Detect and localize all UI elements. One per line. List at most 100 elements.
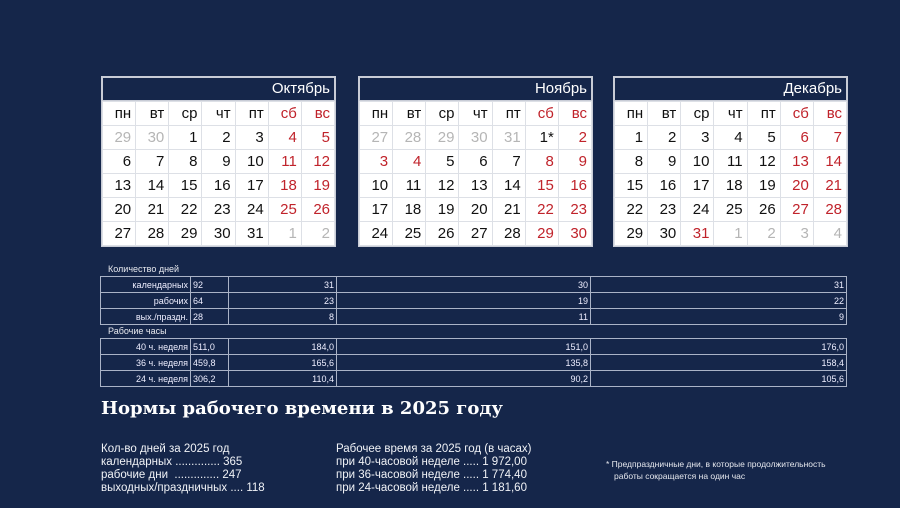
month-title: Ноябрь <box>359 77 592 101</box>
day-cell: 1* <box>524 125 559 150</box>
day-cell: 24 <box>234 197 269 222</box>
summary-hours-line: Рабочее время за 2025 год (в часах) <box>336 443 532 455</box>
row-total: 64 <box>190 292 229 309</box>
summary-days: Кол-во дней за 2025 год календарных .....… <box>101 430 265 495</box>
weekday-header: вс <box>300 101 336 126</box>
day-cell: 5 <box>746 125 781 150</box>
weekday-header: пн <box>101 101 137 126</box>
week-row: 6 7 8 9 10 11 12 <box>101 149 336 174</box>
summary-days-line: Кол-во дней за 2025 год <box>101 443 230 455</box>
day-cell: 24 <box>680 197 715 222</box>
weekday-header: пт <box>234 101 269 126</box>
day-cell: 3 <box>234 125 269 150</box>
day-cell: 29 <box>524 221 559 246</box>
table-row: 36 ч. неделя 459,8 165,6 135,8 158,4 <box>100 354 847 371</box>
weekday-header: вт <box>135 101 170 126</box>
month-value: 135,8 <box>336 354 591 371</box>
week-row: 29 30 31 1 2 3 4 <box>613 221 848 246</box>
day-cell: 26 <box>300 197 336 222</box>
week-row: 20 21 22 23 24 25 26 <box>101 197 336 222</box>
day-cell: 17 <box>358 197 394 222</box>
day-cell: 4 <box>812 221 848 246</box>
day-cell: 9 <box>647 149 682 174</box>
weekday-header: пт <box>491 101 526 126</box>
days-table: календарных 92 31 30 31 рабочих 64 23 19 22 вых./п… <box>100 276 847 325</box>
week-row: 10 11 12 13 14 15 16 <box>358 173 593 198</box>
row-label: календарных <box>100 276 191 293</box>
month-value: 31 <box>228 276 337 293</box>
day-cell: 22 <box>613 197 649 222</box>
day-cell: 14 <box>135 173 170 198</box>
day-cell: 19 <box>300 173 336 198</box>
weekday-header: ср <box>680 101 715 126</box>
weekday-header: сб <box>779 101 814 126</box>
day-cell: 7 <box>491 149 526 174</box>
day-cell: 2 <box>300 221 336 246</box>
footnote-line: * Предпраздничные дни, в которые продолж… <box>606 459 826 469</box>
day-cell: 10 <box>234 149 269 174</box>
day-cell: 28 <box>491 221 526 246</box>
row-total: 459,8 <box>190 354 229 371</box>
day-cell: 1 <box>267 221 302 246</box>
weekday-header: вс <box>557 101 593 126</box>
weekday-header: пн <box>358 101 394 126</box>
day-cell: 29 <box>613 221 649 246</box>
week-row: 8 9 10 11 12 13 14 <box>613 149 848 174</box>
day-cell: 23 <box>201 197 236 222</box>
day-cell: 31 <box>680 221 715 246</box>
day-cell: 16 <box>647 173 682 198</box>
day-cell: 27 <box>458 221 493 246</box>
weekday-header: ср <box>168 101 203 126</box>
day-cell: 18 <box>392 197 427 222</box>
month-title: Октябрь <box>102 77 335 101</box>
weekday-header: сб <box>267 101 302 126</box>
day-cell: 4 <box>713 125 748 150</box>
day-cell: 20 <box>779 173 814 198</box>
day-cell: 20 <box>101 197 137 222</box>
day-cell: 31 <box>234 221 269 246</box>
day-cell: 29 <box>425 125 460 150</box>
day-cell: 27 <box>101 221 137 246</box>
month-value: 8 <box>228 308 337 325</box>
day-cell: 12 <box>746 149 781 174</box>
month-title: Декабрь <box>614 77 847 101</box>
summary-hours-line: при 24-часовой неделе ..... 1 181,60 <box>336 482 527 494</box>
hours-section-title: Рабочие часы <box>108 326 167 336</box>
row-total: 92 <box>190 276 229 293</box>
day-cell: 1 <box>168 125 203 150</box>
day-cell: 14 <box>812 149 848 174</box>
day-cell: 7 <box>812 125 848 150</box>
weekday-header: пн <box>613 101 649 126</box>
row-total: 28 <box>190 308 229 325</box>
week-row: 24 25 26 27 28 29 30 <box>358 221 593 246</box>
day-cell: 3 <box>680 125 715 150</box>
day-cell: 14 <box>491 173 526 198</box>
day-cell: 2 <box>557 125 593 150</box>
table-row: календарных 92 31 30 31 <box>100 276 847 293</box>
summary-hours-line: при 40-часовой неделе ..... 1 972,00 <box>336 456 527 468</box>
day-cell: 15 <box>613 173 649 198</box>
day-cell: 28 <box>812 197 848 222</box>
day-cell: 5 <box>425 149 460 174</box>
day-cell: 27 <box>358 125 394 150</box>
day-cell: 7 <box>135 149 170 174</box>
weekday-header: ср <box>425 101 460 126</box>
day-cell: 18 <box>713 173 748 198</box>
day-cell: 30 <box>135 125 170 150</box>
summary-days-line: рабочие дни .............. 247 <box>101 469 242 481</box>
summary-hours-line: при 36-часовой неделе ..... 1 774,40 <box>336 469 527 481</box>
day-cell: 11 <box>267 149 302 174</box>
day-cell: 31 <box>491 125 526 150</box>
days-section-title: Количество дней <box>108 264 180 274</box>
day-cell: 21 <box>812 173 848 198</box>
month-value: 110,4 <box>228 370 337 387</box>
day-cell: 28 <box>135 221 170 246</box>
day-cell: 13 <box>458 173 493 198</box>
weekday-header: вт <box>647 101 682 126</box>
weekday-header: вс <box>812 101 848 126</box>
weekday-header: пт <box>746 101 781 126</box>
day-cell: 22 <box>524 197 559 222</box>
day-cell: 6 <box>101 149 137 174</box>
summary-hours: Рабочее время за 2025 год (в часах) при 4… <box>336 430 532 495</box>
